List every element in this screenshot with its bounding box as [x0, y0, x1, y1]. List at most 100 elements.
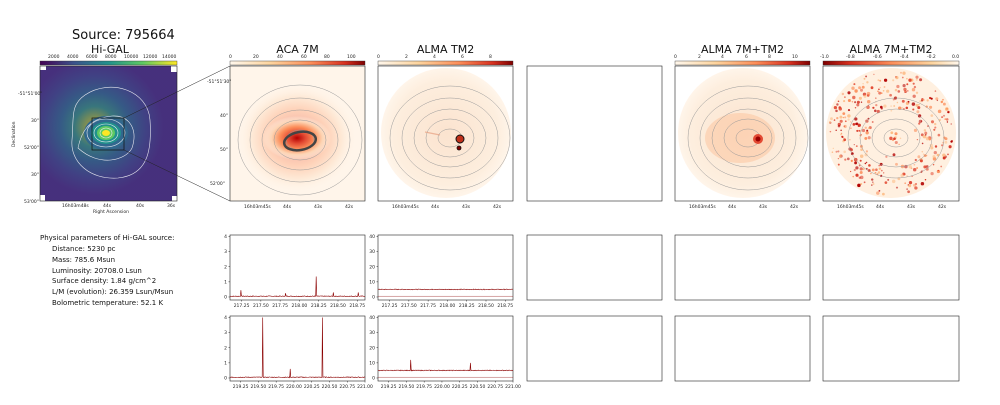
noise-speckle: [936, 169, 941, 174]
param-tbol: Bolometric temperature: 52.1 K: [52, 299, 164, 308]
tm2-frame: [377, 65, 514, 202]
noise-speckle: [934, 126, 937, 129]
cbar-higal-tick: 14000: [162, 54, 176, 60]
spectrum-xtick-label: 218.25: [311, 303, 327, 309]
noise-speckle: [934, 122, 937, 126]
aca-xtick: 44s: [283, 204, 292, 210]
noise-speckle: [882, 192, 885, 196]
noise-speckles: [828, 71, 953, 196]
empty-spectrum-panel: [526, 315, 663, 382]
noise-speckle: [916, 110, 920, 114]
noise-speckle: [867, 169, 871, 172]
param-lm: L/M (evolution): 26.359 Lsun/Msun: [52, 288, 174, 297]
noise-speckle: [864, 126, 868, 130]
noise-speckle: [856, 129, 859, 132]
noise-speckle: [944, 118, 947, 120]
noise-speckle: [912, 94, 916, 98]
noise-speckle: [900, 173, 904, 178]
cbar-combo-tick: 0: [674, 54, 677, 60]
noise-speckle: [923, 165, 927, 169]
noise-speckle: [870, 172, 872, 175]
noise-speckle: [914, 186, 918, 190]
spectrum-ytick-label: 1: [224, 279, 227, 285]
noise-speckle: [919, 78, 923, 82]
combo-xtick: 16h03m45s: [689, 204, 716, 210]
cbar-combo2-tick: 0.0: [952, 54, 959, 60]
cbar-combo2-tick: -0.2: [927, 54, 936, 60]
empty-spectrum-panel: [674, 234, 811, 301]
spectrum-ytick-label: 0: [372, 376, 375, 382]
noise-speckle: [837, 100, 840, 103]
noise-speckle: [914, 158, 917, 162]
combo2-title: ALMA 7M+TM2: [849, 43, 933, 56]
empty-spectrum-panel: [674, 315, 811, 382]
noise-speckle: [873, 73, 875, 76]
noise-speckle: [924, 134, 927, 136]
combo-xtick: 42s: [790, 204, 799, 210]
empty-map-panel: [526, 65, 663, 202]
combo2-map: [823, 66, 959, 201]
noise-speckle: [897, 90, 901, 93]
noise-speckle: [872, 106, 875, 109]
combo2-xtick: 42s: [938, 204, 947, 210]
noise-speckle: [889, 93, 892, 97]
spectrum-ytick-label: 2: [224, 264, 227, 270]
noise-speckle: [942, 98, 944, 101]
cbar-tm2-tick: 2: [405, 54, 408, 60]
aca-title: ACA 7M: [276, 43, 319, 56]
noise-speckle: [937, 109, 942, 114]
noise-speckle: [866, 105, 870, 110]
noise-speckle: [930, 120, 935, 124]
noise-speckle: [908, 78, 912, 82]
noise-speckle: [901, 99, 905, 103]
noise-speckle: [878, 88, 880, 91]
param-surface-density: Surface density: 1.84 g/cm^2: [52, 277, 157, 286]
noise-speckle: [879, 79, 882, 82]
cbar-combo2-tick: -1.0: [820, 54, 829, 60]
noise-speckle: [841, 135, 843, 138]
noise-speckle: [856, 100, 860, 104]
combo-frame: [674, 65, 811, 202]
param-luminosity: Luminosity: 20708.0 Lsun: [52, 266, 142, 275]
higal-ytick: 52'00": [24, 145, 39, 151]
spectrum-ytick-label: 0: [224, 295, 227, 301]
noise-speckle: [833, 119, 836, 121]
noise-speckle: [865, 161, 868, 164]
noise-speckle: [907, 90, 909, 92]
noise-speckle: [863, 94, 867, 98]
noise-speckle: [901, 107, 903, 109]
noise-speckle: [917, 106, 921, 110]
noise-speckle: [840, 133, 843, 136]
noise-speckle: [890, 131, 894, 135]
noise-speckle: [883, 86, 886, 88]
noise-speckle: [950, 140, 953, 143]
noise-speckle: [912, 108, 915, 111]
cbar-tm2-tick: 0: [377, 54, 380, 60]
spectrum-xtick-label: 221.00: [357, 384, 373, 390]
noise-speckle: [867, 136, 871, 140]
noise-speckle: [852, 123, 856, 126]
noise-speckle: [911, 102, 916, 106]
noise-speckle: [934, 145, 938, 148]
cbar-aca-tick: 100: [347, 54, 356, 60]
noise-speckle: [879, 86, 881, 89]
param-mass: Mass: 785.6 Msun: [52, 255, 116, 264]
noise-speckle: [947, 153, 949, 156]
noise-speckle: [941, 144, 944, 147]
noise-speckle: [906, 175, 908, 177]
noise-speckle: [904, 164, 908, 169]
higal-xtick: 16h03m48s: [62, 203, 89, 209]
noise-speckle: [903, 173, 906, 176]
noise-speckle: [946, 121, 949, 123]
noise-speckle: [913, 128, 918, 133]
cbar-combo-tick: 6: [745, 54, 748, 60]
aca-ytick: 52'00": [210, 181, 225, 187]
noise-speckle: [940, 100, 944, 104]
noise-speckle: [923, 129, 927, 132]
higal-ytick: 30": [31, 118, 39, 124]
cbar-tm2-tick: 6: [461, 54, 464, 60]
noise-speckle: [843, 125, 846, 127]
noise-speckle: [950, 123, 952, 125]
spectrum-ytick-label: 30: [369, 249, 375, 255]
noise-speckle: [868, 164, 871, 167]
